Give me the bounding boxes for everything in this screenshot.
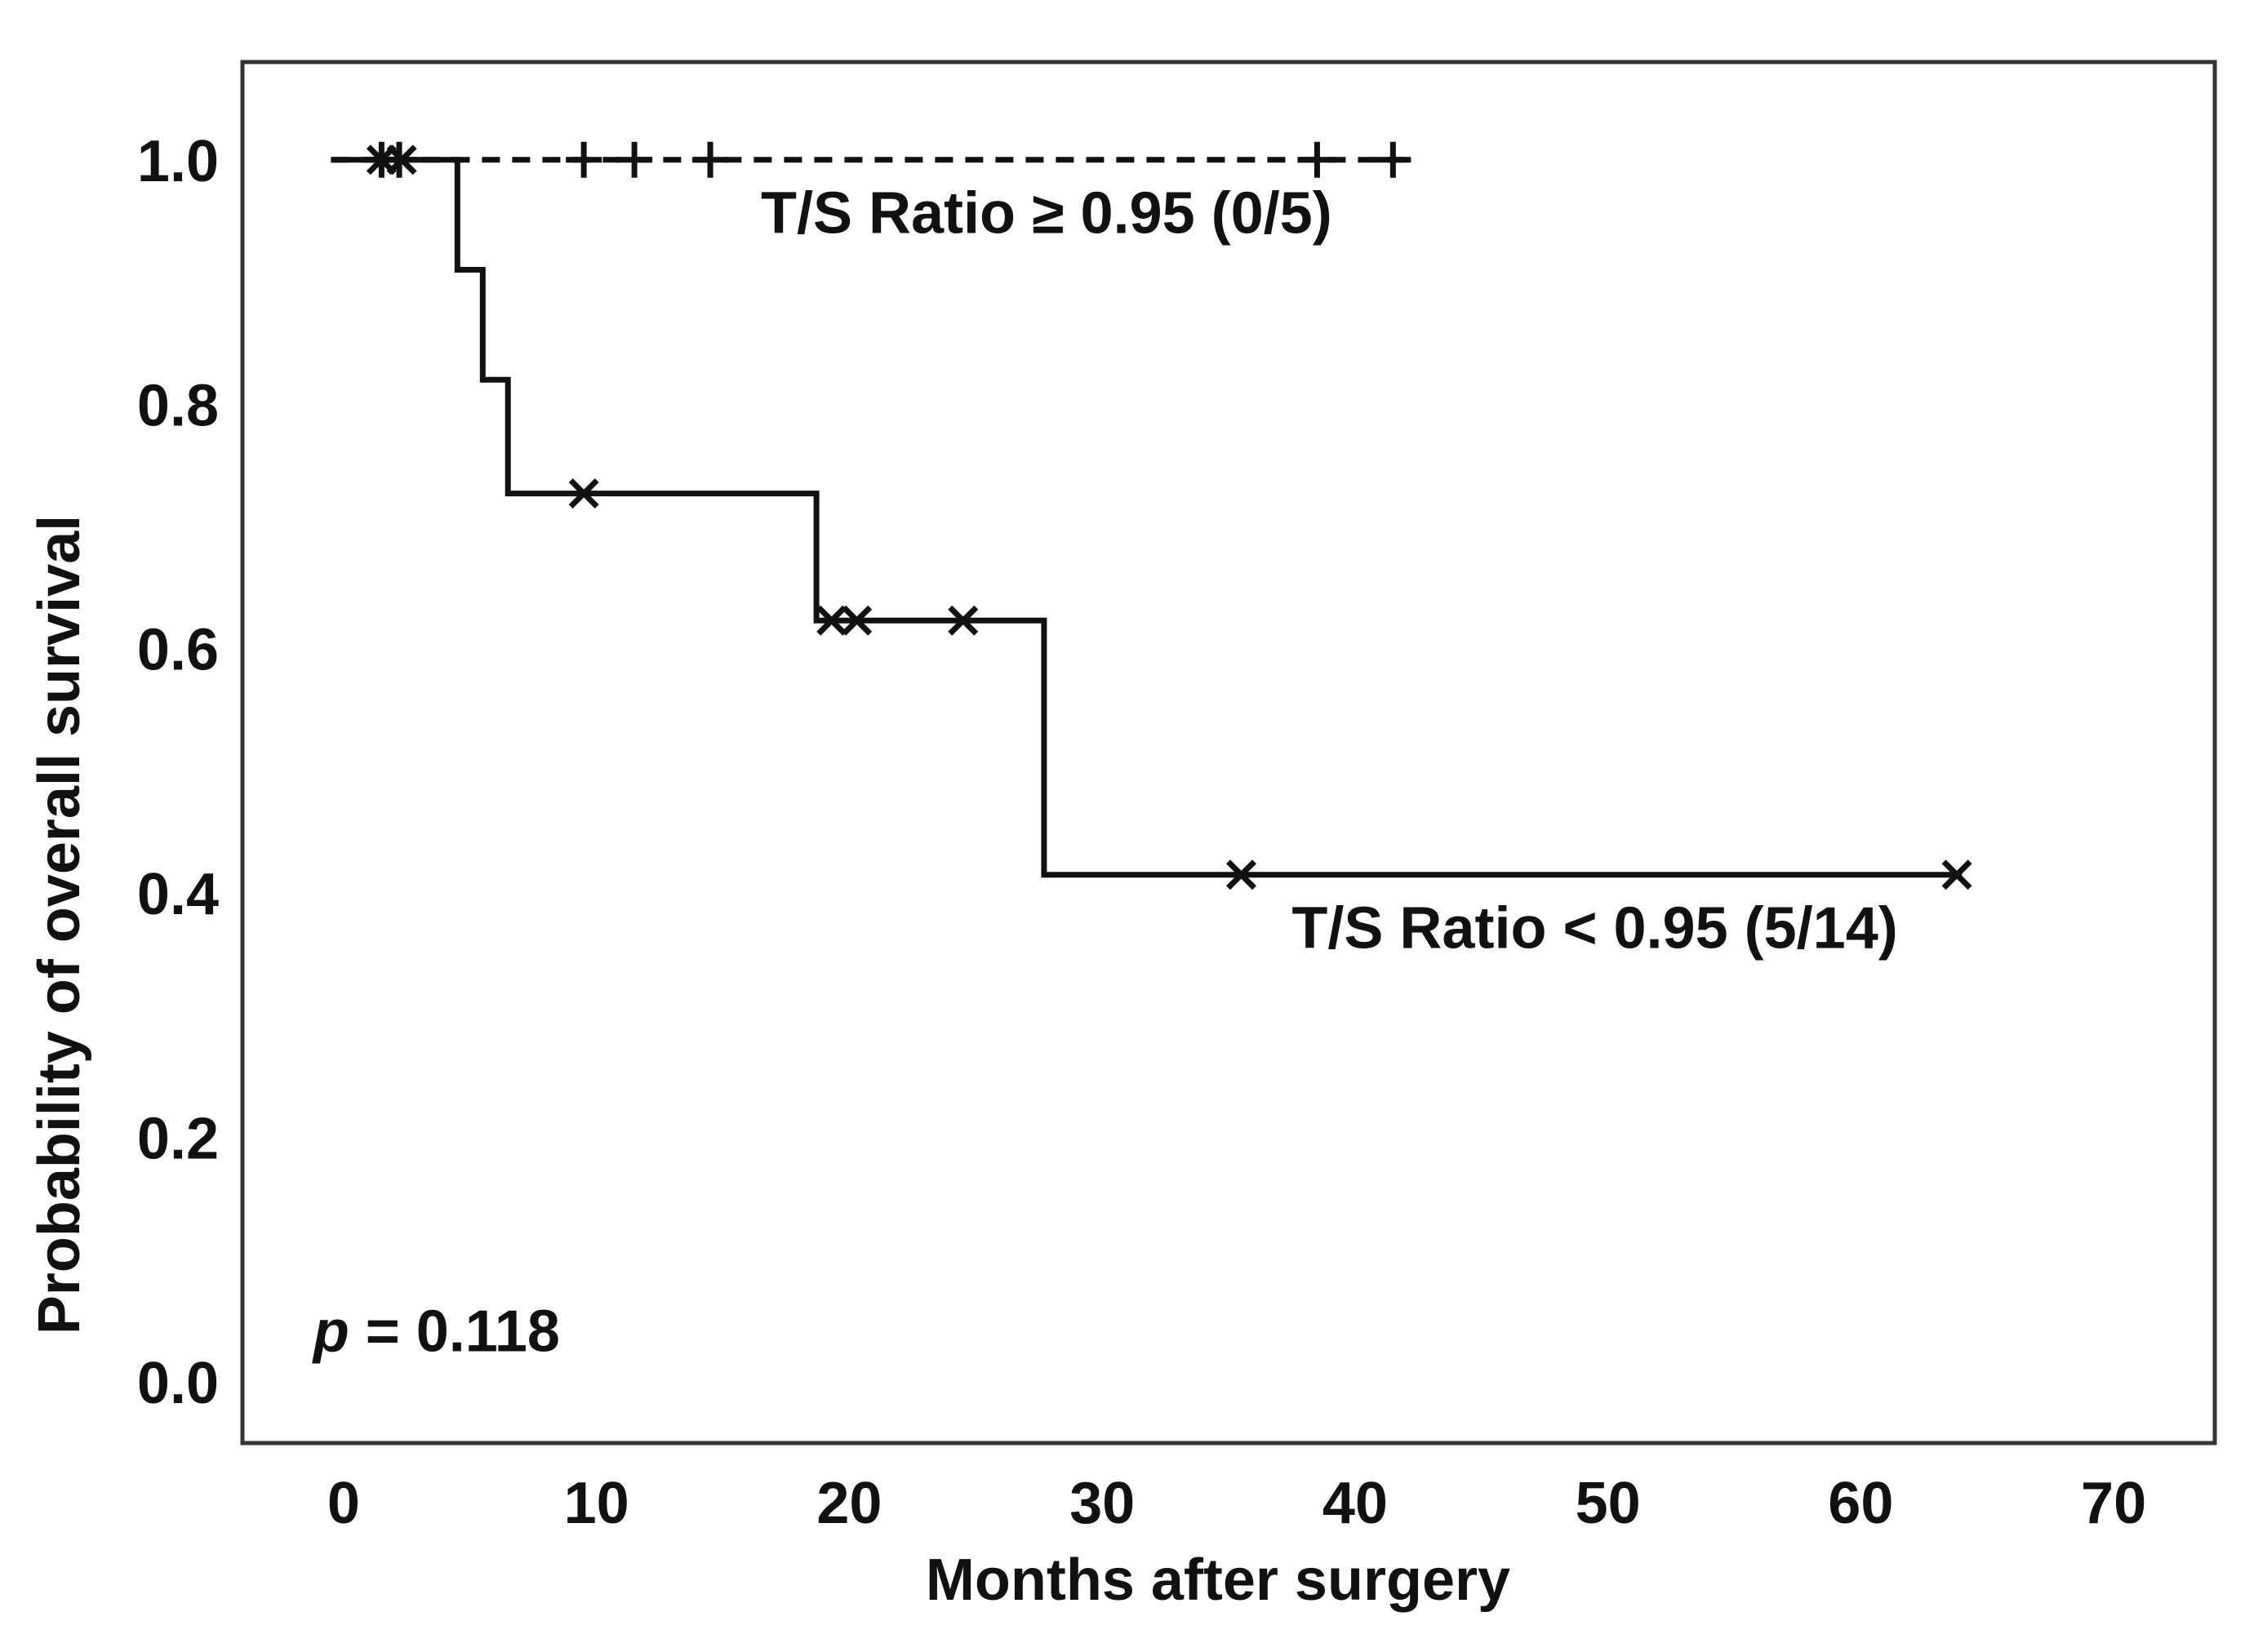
curve-label: T/S Ratio < 0.95 (5/14) [1291,896,1897,961]
x-tick-label: 70 [2081,1471,2146,1536]
censor-mark [616,141,653,178]
p-value-number: = 0.118 [349,1299,560,1365]
censor-mark [1226,859,1256,890]
censor-mark [816,605,847,636]
p-value-annotation: p = 0.118 [312,1299,560,1365]
x-tick-label: 10 [564,1471,629,1536]
censor-mark [692,141,729,178]
censor-mark [1941,859,1972,890]
x-axis-label: Months after surgery [926,1548,1510,1613]
y-tick-labels: 0.0 0.2 0.4 0.6 0.8 1.0 [137,129,219,1416]
x-tick-label: 50 [1576,1471,1641,1536]
p-value-symbol: p [312,1299,349,1365]
series-low-ratio [331,144,1972,890]
y-axis-label: Probability of overall survival [27,515,92,1334]
x-tick-label: 40 [1323,1471,1388,1536]
curve-label: T/S Ratio ≥ 0.95 (0/5) [761,181,1332,246]
x-tick-label: 0 [327,1471,360,1536]
y-tick-label: 0.8 [137,373,219,438]
y-tick-label: 0.0 [137,1351,219,1416]
censor-mark [386,144,417,175]
censor-mark [948,605,979,636]
x-tick-label: 30 [1069,1471,1135,1536]
survival-curve [331,157,1963,878]
series-high-ratio [331,141,1419,178]
censor-mark [568,478,599,509]
y-tick-label: 1.0 [137,129,219,194]
x-tick-label: 60 [1828,1471,1893,1536]
y-tick-label: 0.2 [137,1107,219,1172]
censor-mark [842,605,873,636]
y-tick-label: 0.6 [137,618,219,683]
censor-mark [1299,141,1336,178]
curve-labels: T/S Ratio ≥ 0.95 (0/5) T/S Ratio < 0.95 (… [761,181,1898,961]
x-tick-labels: 0 10 20 30 40 50 60 70 [327,1471,2146,1536]
plot-frame [240,60,2217,1446]
y-tick-label: 0.4 [137,862,219,927]
x-tick-label: 20 [816,1471,882,1536]
plot-marks [331,141,1972,890]
censor-mark [1375,141,1411,178]
censor-mark [566,141,602,178]
